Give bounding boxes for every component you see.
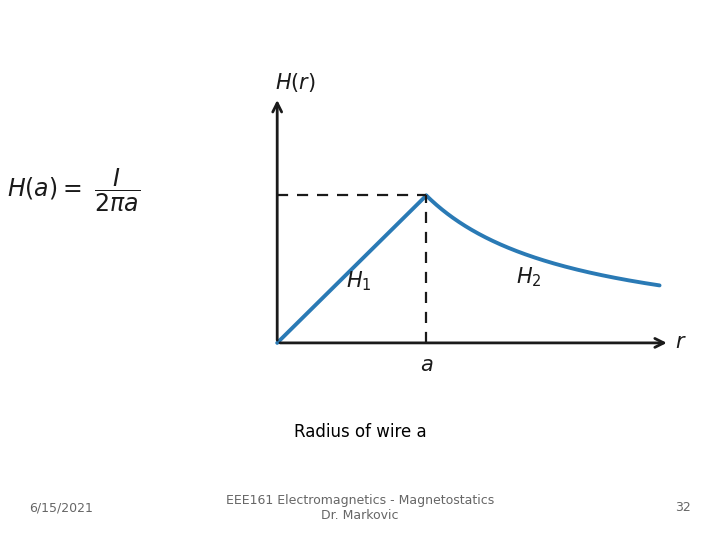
Text: 32: 32 (675, 501, 691, 514)
Text: $r$: $r$ (675, 333, 687, 353)
Text: Radius of wire a: Radius of wire a (294, 423, 426, 441)
Text: $H_1$: $H_1$ (346, 269, 372, 293)
Text: $a$: $a$ (420, 356, 433, 375)
Text: $H(a) = \ \dfrac{I}{2\pi a}$: $H(a) = \ \dfrac{I}{2\pi a}$ (7, 166, 140, 214)
Text: EEE161 Electromagnetics - Magnetostatics
Dr. Markovic: EEE161 Electromagnetics - Magnetostatics… (226, 494, 494, 522)
Text: $H_2$: $H_2$ (516, 265, 541, 289)
Text: 6/15/2021: 6/15/2021 (29, 501, 93, 514)
Text: $H(r)$: $H(r)$ (275, 71, 315, 94)
